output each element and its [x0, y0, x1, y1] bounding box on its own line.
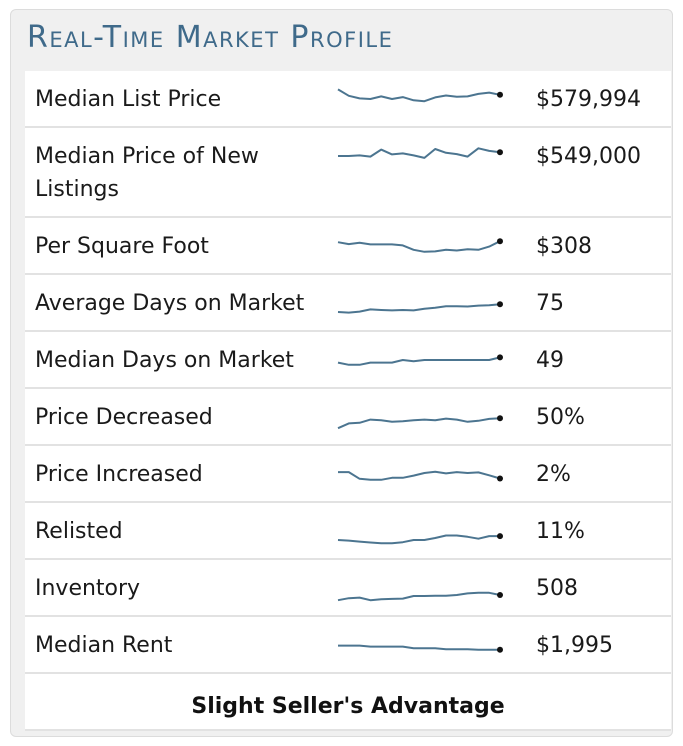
trend-endpoint-dot — [497, 149, 503, 156]
trend-endpoint-dot — [497, 533, 503, 540]
trend-line — [337, 88, 501, 103]
metric-label: Price Decreased — [25, 388, 336, 446]
metric-row: Median Price of New Listings $549,000 — [25, 127, 671, 218]
metric-row: Average Days on Market 75 — [25, 274, 671, 332]
trend-endpoint-dot — [497, 646, 503, 653]
metric-value: 50% — [536, 388, 671, 446]
trend-sparkline — [338, 147, 503, 159]
trend-line — [338, 644, 500, 651]
trend-sparkline — [337, 88, 503, 103]
metric-row: Relisted 11% — [25, 502, 671, 560]
metric-sparkline-cell — [336, 388, 536, 446]
metric-row: Price Decreased 50% — [25, 388, 671, 446]
trend-line — [338, 470, 501, 481]
trend-sparkline — [337, 238, 503, 253]
trend-sparkline — [337, 301, 503, 314]
metric-label: Inventory — [25, 559, 336, 617]
market-profile-panel: Real-Time Market Profile Median List Pri… — [10, 9, 673, 737]
trend-endpoint-dot — [497, 238, 503, 245]
metric-label: Per Square Foot — [25, 217, 336, 275]
trend-sparkline — [337, 533, 503, 545]
metric-value: $549,000 — [536, 127, 671, 218]
metric-value: 11% — [536, 502, 671, 560]
trend-sparkline — [337, 415, 503, 430]
panel-title: Real-Time Market Profile — [27, 20, 394, 55]
trend-sparkline — [337, 591, 503, 602]
metric-row: Median List Price $579,994 — [25, 71, 671, 128]
metric-label: Median Rent — [25, 616, 336, 674]
metric-sparkline-cell — [336, 559, 536, 617]
trend-sparkline — [338, 470, 503, 482]
trend-line — [337, 303, 501, 314]
metric-value: $308 — [536, 217, 671, 275]
metric-sparkline-cell — [336, 616, 536, 674]
trend-endpoint-dot — [497, 592, 503, 598]
metric-sparkline-cell — [336, 331, 536, 389]
trend-endpoint-dot — [497, 91, 503, 98]
metric-value: 49 — [536, 331, 671, 389]
trend-line — [337, 534, 500, 545]
trend-endpoint-dot — [497, 301, 503, 308]
metric-label: Price Increased — [25, 445, 336, 503]
metric-value: 2% — [536, 445, 671, 503]
metric-label: Median Days on Market — [25, 331, 336, 389]
metric-row: Price Increased 2% — [25, 445, 671, 503]
metric-value: $579,994 — [536, 71, 671, 128]
metric-sparkline-cell — [336, 274, 536, 332]
metric-label: Relisted — [25, 502, 336, 560]
trend-endpoint-dot — [497, 354, 503, 361]
metric-value: 75 — [536, 274, 671, 332]
metrics-table: Median List Price $579,994 Median Price of… — [25, 71, 671, 731]
metric-sparkline-cell — [336, 217, 536, 275]
trend-endpoint-dot — [497, 475, 503, 482]
metric-sparkline-cell — [336, 71, 536, 128]
trend-line — [337, 356, 501, 366]
metrics-table-body: Median List Price $579,994 Median Price of… — [25, 71, 671, 731]
metric-row: Median Rent $1,995 — [25, 616, 671, 674]
metric-row: Per Square Foot $308 — [25, 217, 671, 275]
metric-sparkline-cell — [336, 445, 536, 503]
trend-line — [337, 240, 501, 253]
metric-row: Median Days on Market 49 — [25, 331, 671, 389]
metric-value: 508 — [536, 559, 671, 617]
trend-sparkline — [337, 354, 503, 366]
metric-label: Median Price of New Listings — [25, 127, 336, 218]
metric-label: Median List Price — [25, 71, 336, 128]
metric-sparkline-cell — [336, 127, 536, 218]
metric-sparkline-cell — [336, 502, 536, 560]
trend-line — [337, 417, 501, 430]
metric-label: Average Days on Market — [25, 274, 336, 332]
market-summary: Slight Seller's Advantage — [25, 685, 671, 729]
trend-line — [338, 147, 501, 159]
trend-sparkline — [338, 644, 503, 653]
metric-row: Inventory 508 — [25, 559, 671, 617]
metric-value: $1,995 — [536, 616, 671, 674]
trend-line — [337, 591, 501, 602]
trend-endpoint-dot — [497, 415, 503, 422]
